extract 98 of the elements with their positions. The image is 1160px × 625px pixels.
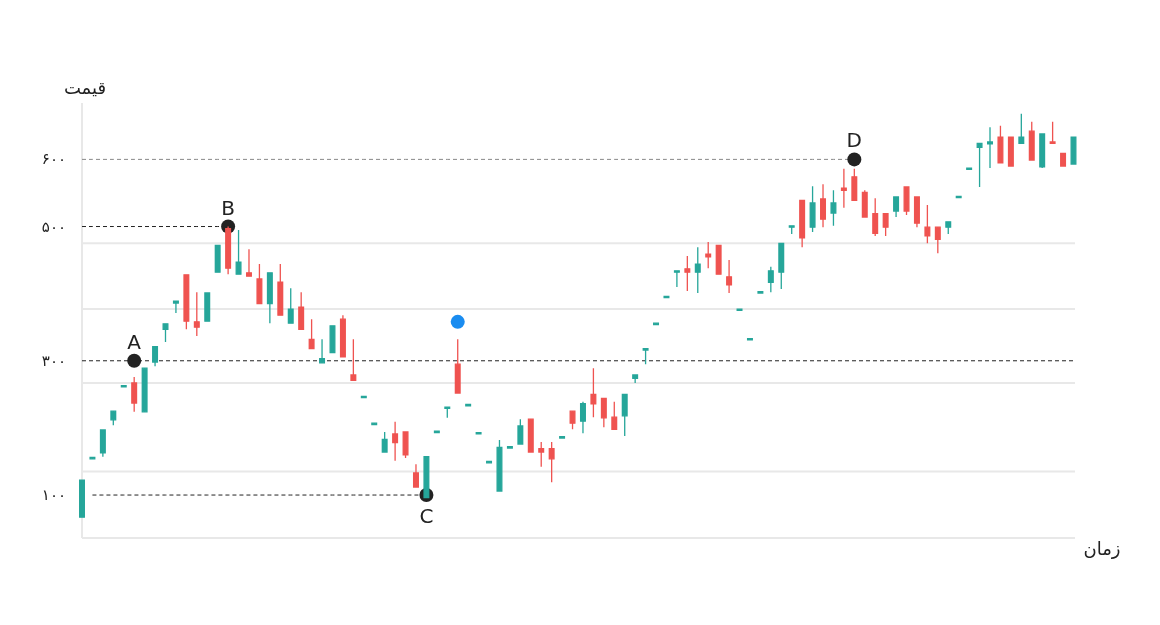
y-tick-label: ۳۰۰ <box>41 351 66 370</box>
candlestick <box>277 263 284 316</box>
candlestick <box>298 291 305 330</box>
candlestick <box>694 246 701 294</box>
candlestick <box>444 406 451 419</box>
candlestick <box>632 374 639 384</box>
candlestick <box>538 441 545 468</box>
candlestick <box>131 376 138 413</box>
candlestick <box>778 242 785 290</box>
y-tick-label: ۶۰۰ <box>41 150 66 169</box>
candlestick <box>412 463 419 488</box>
candlestick <box>642 348 649 365</box>
candlestick <box>1018 113 1025 144</box>
candlestick <box>840 168 847 209</box>
candlestick <box>475 431 482 435</box>
y-tick-label: ۵۰۰ <box>41 217 66 236</box>
candlestick <box>966 167 973 171</box>
candlestick <box>402 431 409 459</box>
candlestick <box>308 318 315 350</box>
candlestick <box>506 446 513 449</box>
candlestick <box>329 325 336 354</box>
candlestick <box>120 384 127 388</box>
candlestick <box>110 410 117 426</box>
candlestick <box>381 431 388 453</box>
candlestick <box>559 435 566 439</box>
data-label: A <box>127 329 142 354</box>
candlestick <box>684 255 691 292</box>
candlestick <box>882 213 889 237</box>
candlestick <box>1039 133 1046 169</box>
candlestick <box>736 308 743 312</box>
candlestick <box>673 270 680 288</box>
point <box>847 152 862 167</box>
candlestick <box>903 186 910 216</box>
candlestick <box>79 479 85 518</box>
candlestick <box>256 263 263 305</box>
candlestick <box>99 429 106 458</box>
candlestick <box>339 314 346 358</box>
data-label: B <box>221 195 235 220</box>
candlestick <box>913 196 920 228</box>
candlestick <box>235 229 242 275</box>
x-axis-title: زمان <box>1083 538 1121 559</box>
candlestick <box>945 221 952 235</box>
candlestick <box>225 225 232 275</box>
candlestick <box>830 189 837 227</box>
candlestick <box>392 421 399 462</box>
candlestick <box>726 259 733 294</box>
candlestick <box>976 142 983 188</box>
candlestick <box>851 168 858 201</box>
candlestick <box>172 300 179 314</box>
candlestick <box>204 292 211 322</box>
candlestick <box>152 346 159 367</box>
candlestick <box>193 291 200 337</box>
candlestick <box>757 290 764 294</box>
data-label: C <box>419 504 434 529</box>
candlestick <box>319 338 326 364</box>
candlestick <box>579 401 586 434</box>
candlestick <box>872 197 879 237</box>
candlestick <box>987 126 993 169</box>
candlestick <box>924 204 931 244</box>
candlestick <box>162 323 169 343</box>
candlestick <box>1007 136 1014 167</box>
candlestick <box>893 196 900 218</box>
y-tick-label: ۱۰۰ <box>41 486 66 505</box>
data-label: D <box>846 128 863 153</box>
y-axis-title: قیمت <box>63 77 107 98</box>
candlestick <box>621 393 628 437</box>
candlestick <box>183 274 190 330</box>
candlestick <box>767 266 774 293</box>
candlestick <box>788 225 795 235</box>
candlestick <box>423 456 430 499</box>
candlestick <box>715 244 722 275</box>
candlestick <box>454 338 461 394</box>
candlestick <box>527 418 534 453</box>
candlestick <box>214 244 221 273</box>
point <box>127 353 142 368</box>
candlestick <box>1028 121 1035 161</box>
candlestick <box>1049 121 1056 144</box>
candlestick <box>820 183 827 228</box>
candlestick <box>350 338 357 381</box>
candlestick <box>1060 152 1067 167</box>
candlestick <box>287 287 294 324</box>
candlestick <box>934 226 941 255</box>
candlestick <box>496 439 503 492</box>
candlestick <box>997 125 1004 164</box>
candlestick <box>611 401 618 430</box>
candlestick <box>861 189 868 218</box>
candlestick <box>548 441 555 483</box>
candlestick <box>746 337 753 341</box>
candlestick <box>799 199 806 248</box>
candlestick <box>266 272 273 324</box>
candlestick <box>600 397 607 428</box>
candlestick <box>517 418 524 445</box>
candlestick <box>705 241 712 269</box>
candlestick <box>809 185 816 233</box>
candlestick <box>569 410 576 430</box>
candlestick <box>245 248 252 277</box>
point <box>450 314 465 329</box>
candlestick <box>590 367 597 418</box>
